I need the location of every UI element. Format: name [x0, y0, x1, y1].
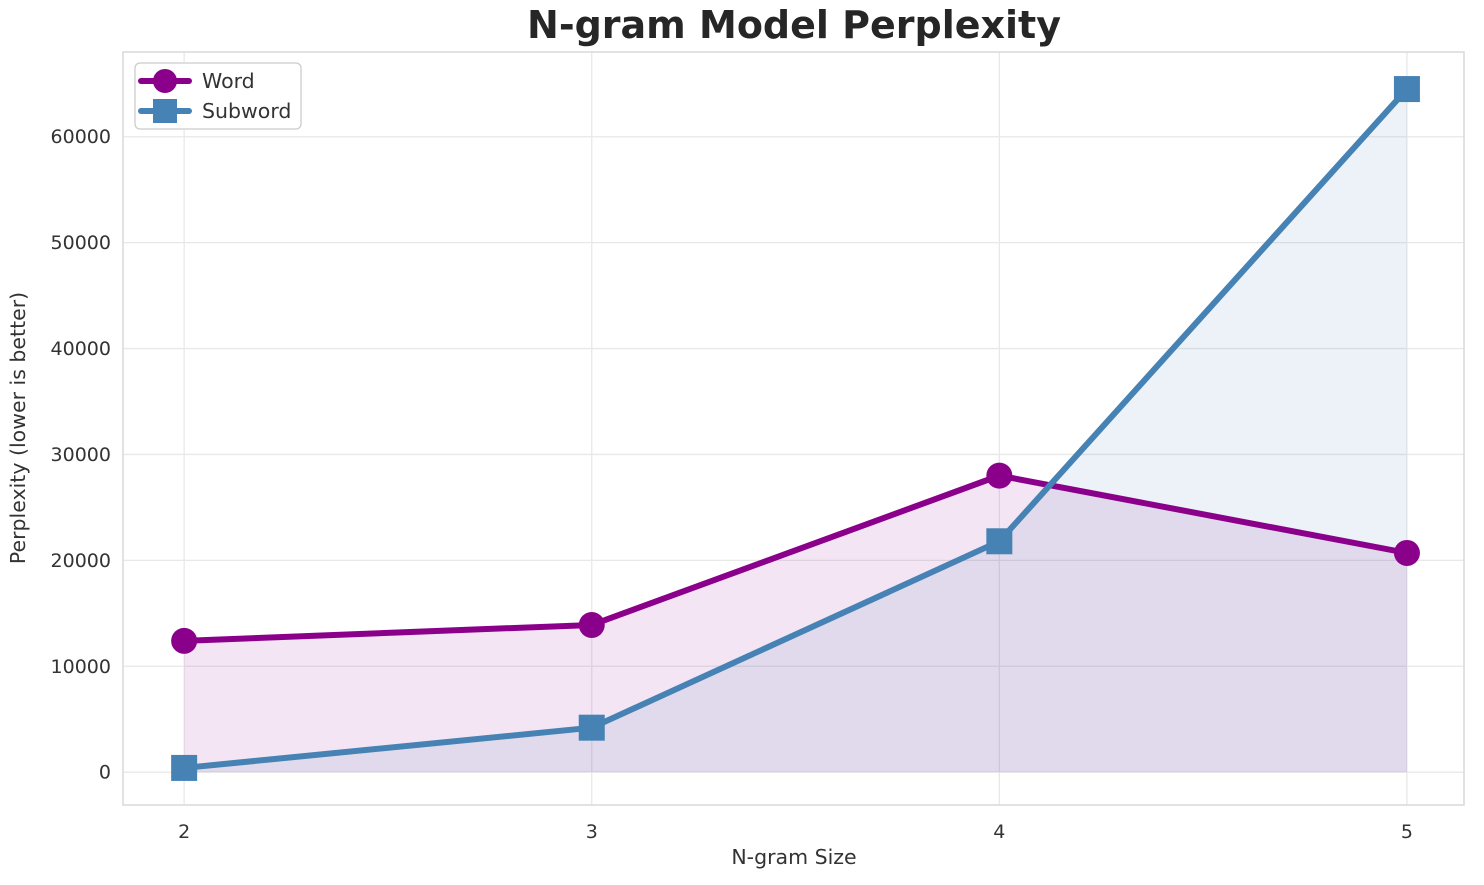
- legend-marker-subword: [153, 99, 177, 123]
- area-subword: [184, 89, 1407, 773]
- series-line-subword: [181, 86, 1410, 771]
- y-tick-label: 20000: [51, 550, 111, 572]
- data-point-word-5: [1393, 539, 1420, 566]
- tick-layer: 0 10000 20000 30000 40000 50000 60000 2 3 4 5: [51, 126, 1413, 843]
- y-tick-label: 50000: [51, 232, 111, 254]
- y-tick-label: 10000: [51, 656, 111, 678]
- legend-label-subword: Subword: [202, 99, 291, 123]
- area-layer: [184, 89, 1407, 773]
- y-tick-label: 40000: [51, 338, 111, 360]
- series-line-word: [181, 472, 1410, 644]
- x-axis-label: N-gram Size: [731, 845, 856, 869]
- y-tick-label: 30000: [51, 444, 111, 466]
- legend-label-word: Word: [202, 69, 255, 93]
- x-tick-label: 5: [1401, 821, 1413, 843]
- legend-marker-word: [153, 69, 177, 93]
- x-tick-label: 3: [586, 821, 598, 843]
- data-point-word-2: [171, 627, 198, 654]
- data-point-subword-5: [1393, 76, 1420, 103]
- plot-border: [122, 51, 1465, 806]
- data-point-subword-4: [986, 528, 1013, 555]
- grid-layer: [123, 52, 1464, 805]
- spine-layer: [122, 51, 1465, 806]
- chart-title: N-gram Model Perplexity: [527, 3, 1061, 47]
- legend: Word Subword: [134, 62, 302, 130]
- y-axis-label: Perplexity (lower is better): [6, 292, 30, 564]
- data-point-subword-3: [578, 714, 605, 741]
- x-tick-label: 4: [993, 821, 1005, 843]
- data-point-word-4: [986, 462, 1013, 489]
- y-tick-label: 0: [99, 762, 111, 784]
- area-word: [184, 475, 1407, 773]
- y-tick-label: 60000: [51, 126, 111, 148]
- data-point-subword-2: [171, 754, 198, 781]
- series-layer: [171, 76, 1420, 781]
- data-point-word-3: [578, 611, 605, 638]
- x-tick-label: 2: [178, 821, 190, 843]
